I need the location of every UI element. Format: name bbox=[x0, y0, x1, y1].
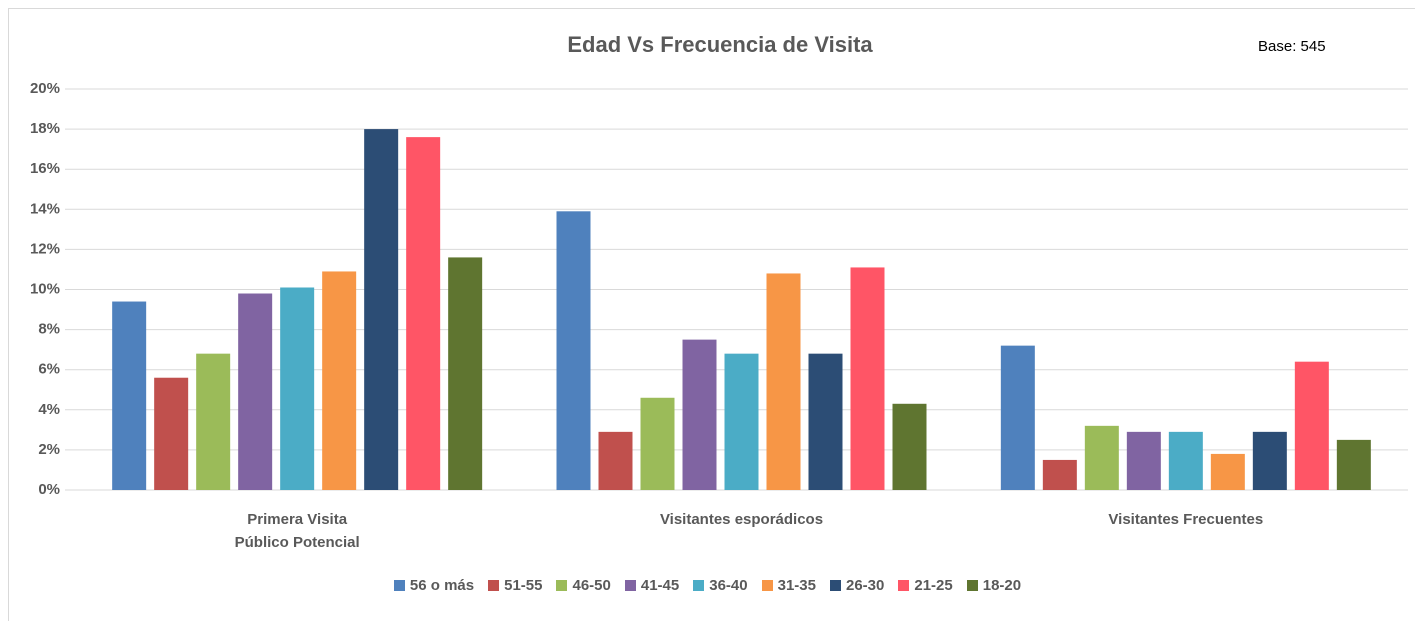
legend-item: 46-50 bbox=[556, 577, 611, 594]
legend-swatch bbox=[624, 580, 636, 591]
legend-label: 18-20 bbox=[982, 577, 1022, 594]
legend-swatch bbox=[556, 580, 568, 591]
legend-swatch bbox=[829, 580, 841, 591]
y-tick-label: 12% bbox=[30, 240, 60, 257]
bar bbox=[364, 129, 399, 490]
legend-swatch bbox=[966, 580, 978, 591]
bar bbox=[808, 353, 843, 490]
x-tick-label: Visitantes esporádicos bbox=[659, 511, 824, 528]
y-tick-label: 10% bbox=[30, 280, 60, 297]
y-tick-label: 18% bbox=[30, 120, 60, 137]
legend-swatch bbox=[761, 580, 773, 591]
y-tick-label: 14% bbox=[30, 200, 60, 217]
y-tick-label: 2% bbox=[38, 441, 60, 458]
bar bbox=[724, 353, 759, 490]
bar bbox=[892, 403, 927, 490]
legend-swatch bbox=[693, 580, 705, 591]
bar bbox=[682, 339, 717, 490]
bar bbox=[112, 301, 147, 490]
legend-item: 51-55 bbox=[488, 577, 542, 594]
legend-item: 36-40 bbox=[693, 577, 748, 594]
legend-item: 18-20 bbox=[966, 577, 1022, 594]
legend-label: 36-40 bbox=[709, 577, 748, 594]
bar bbox=[1042, 459, 1077, 490]
legend-item: 41-45 bbox=[624, 577, 680, 594]
y-tick-label: 8% bbox=[38, 321, 60, 338]
legend-swatch bbox=[488, 580, 500, 591]
bar bbox=[448, 257, 483, 490]
bar bbox=[850, 267, 885, 490]
bar bbox=[406, 137, 441, 490]
chart-title: Edad Vs Frecuencia de Visita bbox=[567, 32, 873, 57]
bar bbox=[154, 377, 189, 490]
legend-label: 31-35 bbox=[777, 577, 816, 594]
legend-label: 51-55 bbox=[504, 577, 543, 594]
bar bbox=[1336, 439, 1371, 490]
bar bbox=[1294, 361, 1329, 490]
chart-border bbox=[8, 8, 1415, 621]
y-tick-label: 6% bbox=[38, 361, 60, 378]
bar bbox=[196, 353, 231, 490]
y-tick-label: 4% bbox=[38, 401, 60, 418]
bar bbox=[1210, 453, 1245, 490]
x-tick-label: Primera Visita Público Potencial bbox=[234, 511, 360, 551]
legend-item: 21-25 bbox=[898, 577, 953, 594]
bar bbox=[1126, 431, 1161, 490]
legend-swatch bbox=[393, 580, 405, 591]
legend: 56 o más 51-55 46-50 41-45 36-40 31-35 26-30 21… bbox=[0, 577, 1415, 594]
bar bbox=[1168, 431, 1203, 490]
bar bbox=[1084, 425, 1119, 490]
bar bbox=[1252, 431, 1287, 490]
legend-item: 26-30 bbox=[829, 577, 885, 594]
x-tick-label: Visitantes Frecuentes bbox=[1108, 511, 1264, 528]
legend-label: 46-50 bbox=[572, 577, 611, 594]
bar bbox=[1000, 345, 1035, 490]
legend-swatch bbox=[898, 580, 910, 591]
bar bbox=[556, 211, 591, 490]
legend-item: 31-35 bbox=[761, 577, 816, 594]
legend-label: 41-45 bbox=[640, 577, 680, 594]
y-tick-label: 0% bbox=[38, 481, 60, 498]
legend-label: 21-25 bbox=[914, 577, 953, 594]
bar bbox=[766, 273, 801, 490]
y-tick-label: 20% bbox=[30, 80, 60, 97]
bar bbox=[280, 287, 315, 490]
chart-subtitle: Base: 545 bbox=[1258, 38, 1326, 55]
y-tick-label: 16% bbox=[30, 160, 60, 177]
legend-item: 56 o más bbox=[393, 577, 475, 594]
legend-label: 56 o más bbox=[409, 577, 475, 594]
legend-label: 26-30 bbox=[845, 577, 885, 594]
bar bbox=[322, 271, 357, 490]
bar bbox=[640, 397, 675, 490]
bar bbox=[238, 293, 273, 490]
bar bbox=[598, 431, 633, 490]
